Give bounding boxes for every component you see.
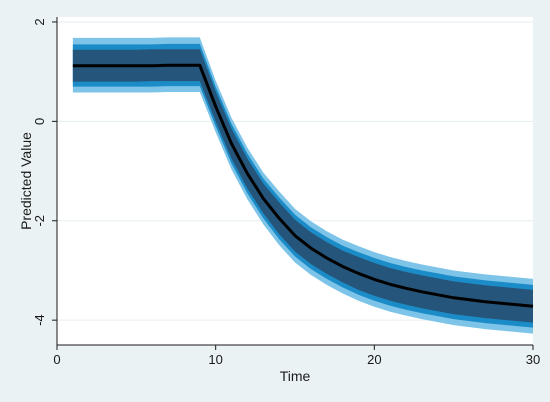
axis-layer (56, 17, 533, 346)
y-tick-label: -2 (32, 215, 47, 227)
y-tick-label: 0 (32, 118, 47, 125)
prediction-line (72, 63, 534, 308)
x-axis-label: Time (280, 368, 311, 384)
x-tick-label: 0 (53, 352, 60, 367)
x-tick-label: 20 (367, 352, 381, 367)
prediction-line-layer (72, 63, 534, 308)
y-tick-label: -4 (32, 314, 47, 326)
x-tick-label: 10 (208, 352, 222, 367)
ci-inner-band (72, 49, 533, 323)
y-tick-label: 2 (32, 18, 47, 25)
x-tick-label: 30 (526, 352, 540, 367)
y-axis-label: Predicted Value (18, 132, 34, 230)
